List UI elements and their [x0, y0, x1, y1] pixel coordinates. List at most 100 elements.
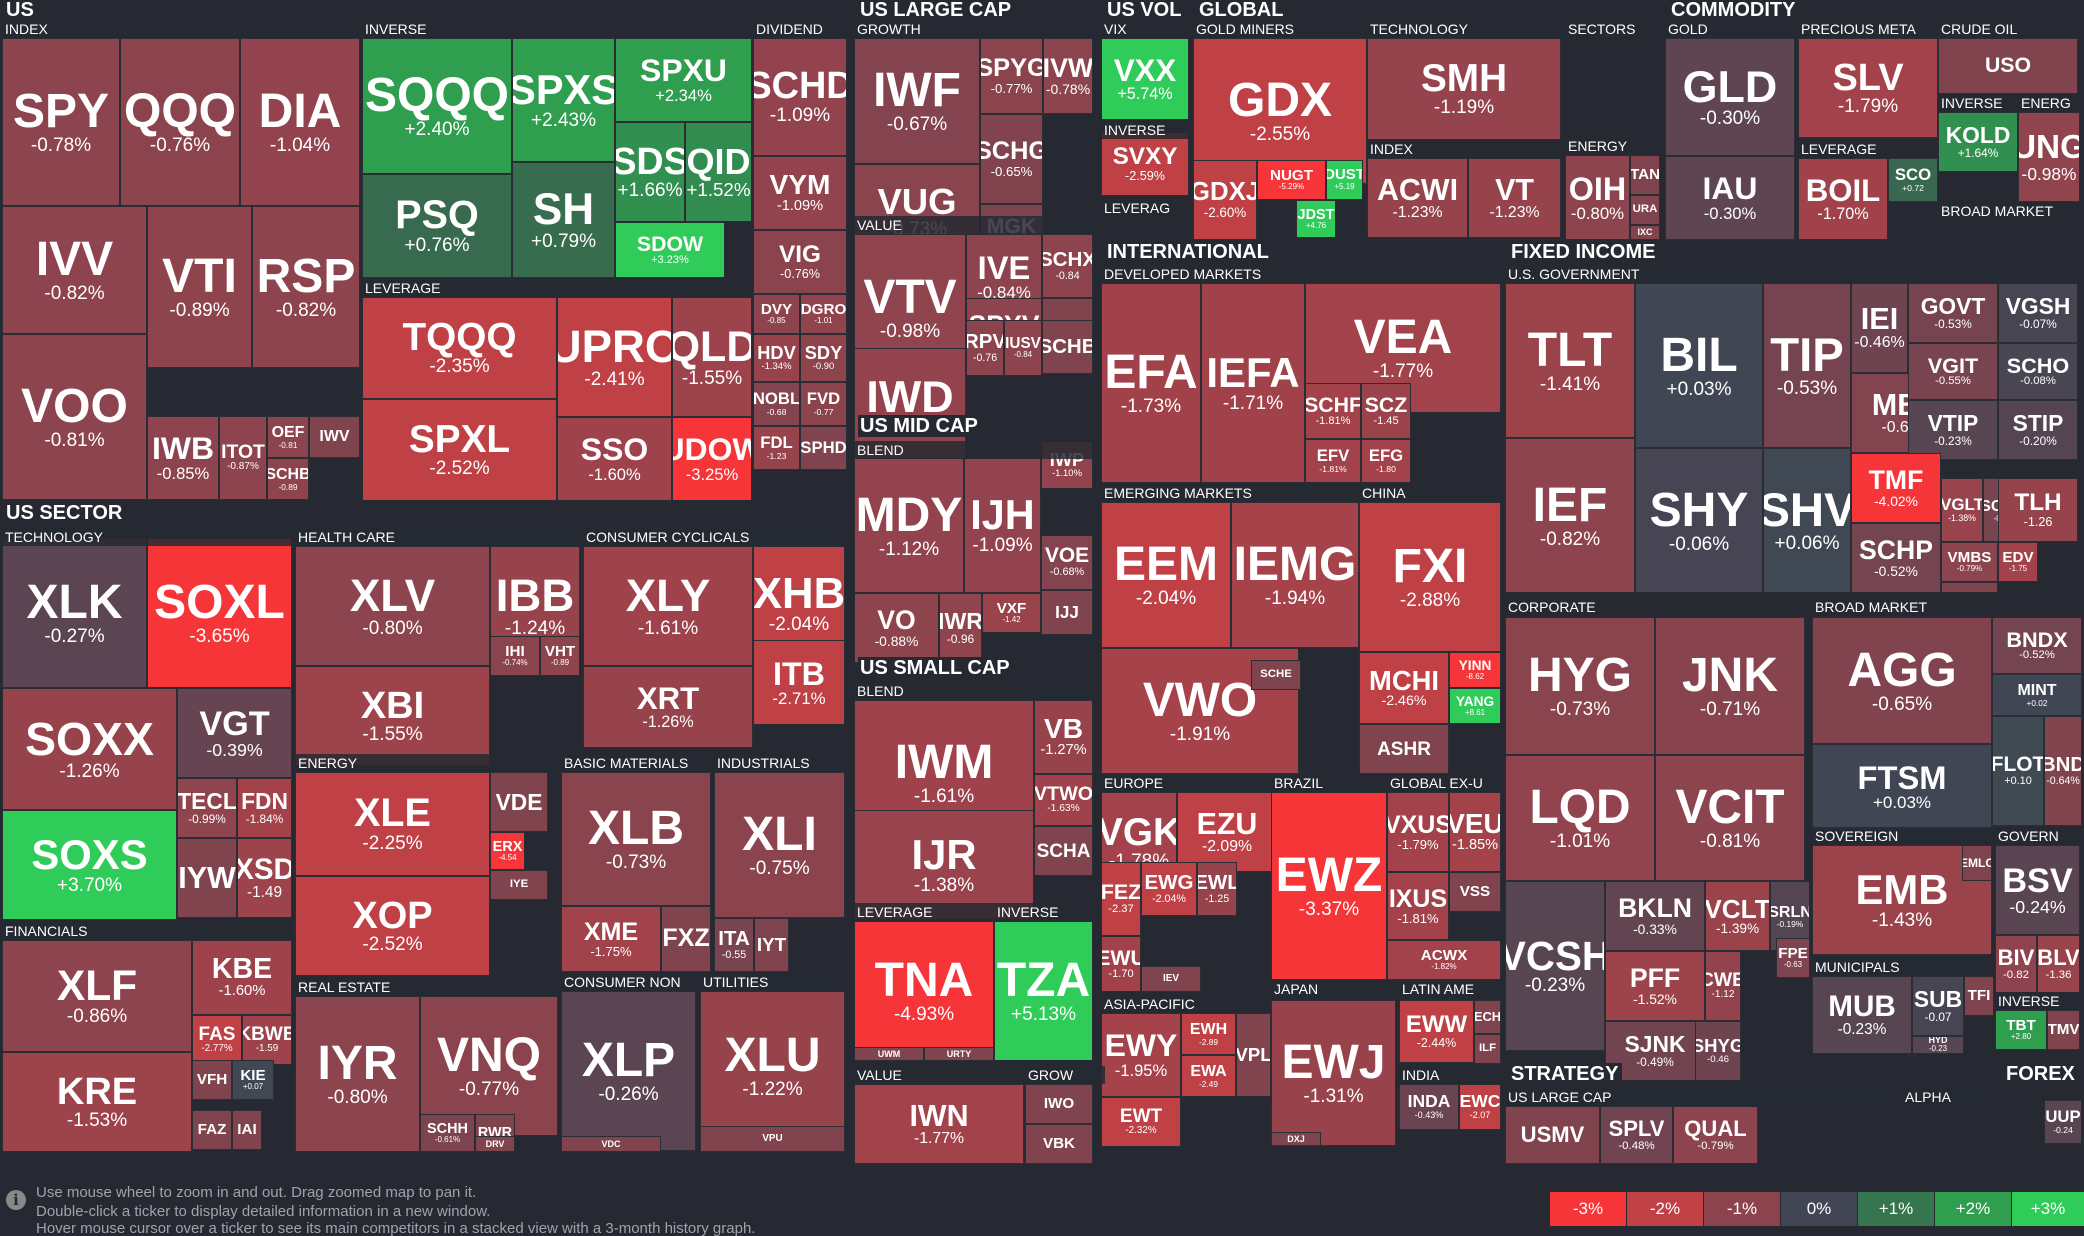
- subgroup-label-global-ex-u[interactable]: GLOBAL EX-U: [1387, 774, 1501, 792]
- ticker-tile-edv[interactable]: EDV -1.75: [1998, 542, 2038, 582]
- ticker-tile-vgt[interactable]: VGT -0.39%: [177, 688, 292, 778]
- subgroup-label-leverage[interactable]: LEVERAGE: [362, 279, 752, 297]
- ticker-tile-ewt[interactable]: EWT -2.32%: [1101, 1097, 1181, 1147]
- ticker-tile-xle[interactable]: XLE -2.25%: [295, 772, 490, 876]
- subgroup-label-grow[interactable]: GROW: [1025, 1066, 1105, 1084]
- ticker-tile-uup[interactable]: UUP -0.24: [2044, 1100, 2082, 1144]
- ticker-tile-spy[interactable]: SPY -0.78%: [2, 38, 120, 206]
- subgroup-label-health-care[interactable]: HEALTH CARE: [295, 528, 580, 546]
- ticker-tile-cwb[interactable]: CWB-1.12: [1705, 951, 1741, 1021]
- subgroup-label-us-large-cap[interactable]: US LARGE CAP: [1505, 1088, 1895, 1106]
- ticker-tile-vtip[interactable]: VTIP -0.23%: [1908, 400, 1998, 460]
- subgroup-label-inverse[interactable]: INVERSE: [994, 903, 1094, 921]
- ticker-tile-ezu[interactable]: EZU -2.09%: [1177, 792, 1277, 872]
- subgroup-label-dividend[interactable]: DIVIDEND: [753, 20, 847, 38]
- subgroup-label-latin-ame[interactable]: LATIN AME: [1399, 980, 1501, 998]
- ticker-tile-kre[interactable]: KRE -1.53%: [2, 1052, 192, 1152]
- ticker-tile-xlb[interactable]: XLB -0.73%: [561, 772, 711, 906]
- ticker-tile-eem[interactable]: EEM -2.04%: [1101, 502, 1231, 648]
- ticker-tile-vde[interactable]: VDE: [490, 772, 548, 832]
- group-title-us-large-cap[interactable]: US LARGE CAP: [858, 0, 1016, 21]
- ticker-tile-eww[interactable]: EWW -2.44%: [1399, 1000, 1474, 1063]
- group-title-us-vol[interactable]: US VOL: [1105, 0, 1186, 21]
- subgroup-label-sectors[interactable]: SECTORS: [1565, 20, 1660, 38]
- ticker-tile-blv[interactable]: BLV -1.36: [2037, 935, 2080, 993]
- subgroup-label-leverage[interactable]: LEVERAGE: [1798, 140, 1938, 158]
- ticker-tile-vig[interactable]: VIG -0.76%: [753, 230, 847, 294]
- ticker-tile-fxi[interactable]: FXI -2.88%: [1359, 502, 1501, 652]
- ticker-tile-uwm[interactable]: UWM: [854, 1047, 924, 1061]
- ticker-tile-qid[interactable]: QID +1.52%: [685, 122, 752, 222]
- ticker-tile-ewc[interactable]: EWC -2.07: [1459, 1084, 1501, 1130]
- ticker-tile-sphd[interactable]: SPHD: [800, 426, 847, 470]
- ticker-tile-acwi[interactable]: ACWI -1.23%: [1367, 158, 1468, 238]
- ticker-tile-shy[interactable]: SHY -0.06%: [1635, 448, 1763, 593]
- subgroup-label-alpha[interactable]: ALPHA: [1902, 1088, 1997, 1106]
- ticker-tile-scz[interactable]: SCZ -1.45: [1361, 383, 1411, 439]
- subgroup-label-industrials[interactable]: INDUSTRIALS: [714, 754, 845, 772]
- subgroup-label-broad-market[interactable]: BROAD MARKET: [1812, 598, 1992, 616]
- ticker-tile-dvy[interactable]: DVY -0.85: [753, 294, 800, 334]
- ticker-tile-vgsh[interactable]: VGSH -0.07%: [1998, 283, 2078, 343]
- ticker-tile-qld[interactable]: QLD-1.55%: [672, 297, 752, 417]
- ticker-tile-ixc[interactable]: IXC: [1630, 225, 1660, 240]
- ticker-tile-boil[interactable]: BOIL -1.70%: [1798, 158, 1888, 240]
- ticker-tile-tecl[interactable]: TECL -0.99%: [177, 778, 237, 838]
- ticker-tile-sdow[interactable]: SDOW +3.23%: [615, 222, 725, 278]
- subgroup-label-blend[interactable]: BLEND: [854, 682, 1094, 700]
- subgroup-label-real-estate[interactable]: REAL ESTATE: [295, 978, 557, 996]
- ticker-tile-xli[interactable]: XLI -0.75%: [714, 772, 845, 918]
- ticker-tile-upro[interactable]: UPRO-2.41%: [557, 297, 672, 417]
- ticker-tile-stip[interactable]: STIP -0.20%: [1998, 400, 2078, 460]
- group-title-us-mid-cap[interactable]: US MID CAP: [858, 415, 982, 437]
- subgroup-label-consumer-non[interactable]: CONSUMER NON: [561, 973, 696, 991]
- ticker-tile-ijj[interactable]: IJJ: [1041, 590, 1093, 635]
- subgroup-label-inverse[interactable]: INVERSE: [1101, 121, 1189, 139]
- ticker-tile-xme[interactable]: XME -1.75%: [561, 906, 661, 972]
- ticker-tile-ita[interactable]: ITA -0.55: [714, 918, 754, 972]
- ticker-tile-mint[interactable]: MINT +0.02: [1992, 674, 2082, 716]
- ticker-tile-ief[interactable]: IEF -0.82%: [1505, 438, 1635, 593]
- subgroup-label-financials[interactable]: FINANCIALS: [2, 922, 292, 940]
- ticker-tile-iyt[interactable]: IYT: [754, 918, 789, 972]
- ticker-tile-dust[interactable]: DUST +5.19: [1326, 160, 1363, 200]
- ticker-tile-vmbs[interactable]: VMBS -0.79%: [1941, 542, 1998, 582]
- ticker-tile-hyg[interactable]: HYG -0.73%: [1505, 617, 1655, 755]
- ticker-tile-xop[interactable]: XOP -2.52%: [295, 876, 490, 976]
- subgroup-label-japan[interactable]: JAPAN: [1271, 980, 1396, 998]
- subgroup-label-leverage[interactable]: LEVERAGE: [854, 903, 994, 921]
- ticker-tile-tlt[interactable]: TLT -1.41%: [1505, 283, 1635, 438]
- ticker-tile-dia[interactable]: DIA -1.04%: [240, 38, 360, 206]
- ticker-tile-xlk[interactable]: XLK -0.27%: [2, 538, 147, 688]
- ticker-tile-itb[interactable]: ITB -2.71%: [753, 640, 845, 725]
- ticker-tile-dxj[interactable]: DXJ: [1271, 1132, 1321, 1146]
- ticker-tile-tqqq[interactable]: TQQQ -2.35%: [362, 297, 557, 399]
- group-title-fixed-income[interactable]: FIXED INCOME: [1509, 241, 1660, 263]
- ticker-tile-fdn[interactable]: FDN -1.84%: [237, 778, 292, 838]
- ticker-tile-xlv[interactable]: XLV -0.80%: [295, 546, 490, 666]
- ticker-tile-vht[interactable]: VHT -0.89: [540, 636, 580, 676]
- ticker-tile-vtwo[interactable]: VTWO -1.63%: [1034, 774, 1093, 826]
- ticker-tile-shv[interactable]: SHV +0.06%: [1763, 448, 1851, 593]
- ticker-tile-tna[interactable]: TNA -4.93%: [854, 921, 994, 1061]
- ticker-tile-nobl[interactable]: NOBL -0.68: [753, 382, 800, 426]
- ticker-tile-xlu[interactable]: XLU -1.22%: [700, 991, 845, 1141]
- ticker-tile-kbe[interactable]: KBE -1.60%: [192, 940, 292, 1015]
- ticker-tile-itot[interactable]: ITOT -0.87%: [219, 416, 267, 500]
- ticker-tile-drv[interactable]: DRV: [475, 1136, 515, 1152]
- ticker-tile-tfi[interactable]: TFI: [1964, 976, 1994, 1016]
- ticker-tile-iwv[interactable]: IWV: [309, 416, 360, 458]
- ticker-tile-bil[interactable]: BIL +0.03%: [1635, 283, 1763, 448]
- ticker-tile-vxf[interactable]: VXF -1.42: [982, 593, 1041, 633]
- ticker-tile-vpl[interactable]: VPL: [1236, 1013, 1271, 1097]
- ticker-tile-iusv[interactable]: IUSV -0.84: [1004, 320, 1042, 376]
- ticker-tile-iwf[interactable]: IWF -0.67%: [854, 38, 980, 164]
- group-title-us[interactable]: US: [4, 0, 38, 21]
- ticker-tile-gdxj[interactable]: GDXJ -2.60%: [1193, 160, 1257, 240]
- ticker-tile-nugt[interactable]: NUGT -5.29%: [1257, 160, 1326, 200]
- ticker-tile-usmv[interactable]: USMV: [1505, 1106, 1600, 1164]
- ticker-tile-sco[interactable]: SCO +0.72: [1888, 158, 1938, 202]
- subgroup-label-index[interactable]: INDEX: [2, 20, 362, 38]
- ticker-tile-rsp[interactable]: RSP -0.82%: [252, 206, 360, 368]
- subgroup-label-gold[interactable]: GOLD: [1665, 20, 1795, 38]
